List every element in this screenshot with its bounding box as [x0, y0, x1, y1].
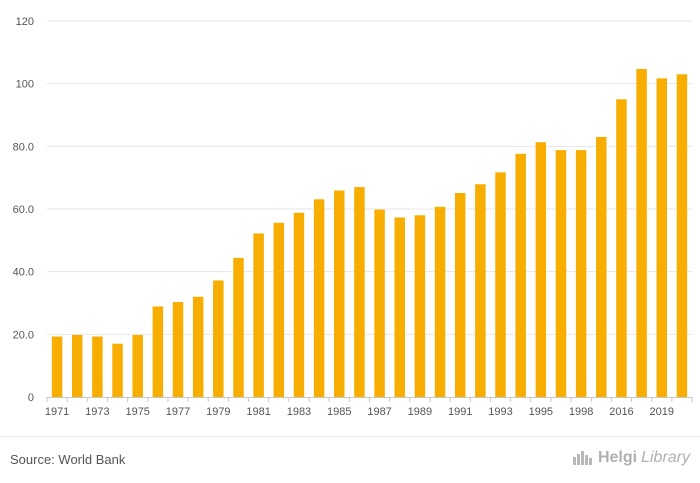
helgi-library-logo[interactable]: Helgi Library: [572, 449, 690, 467]
bar: [71, 334, 83, 397]
y-tick-label: 100: [16, 79, 34, 91]
x-tick-label: 1979: [206, 406, 230, 418]
x-tick-label: 1983: [287, 406, 311, 418]
bar: [253, 233, 264, 397]
bar: [213, 280, 224, 397]
y-tick-label: 40.0: [13, 267, 34, 279]
y-tick-label: 20.0: [13, 329, 34, 341]
bar: [293, 212, 305, 397]
bar: [616, 99, 627, 397]
bar: [92, 336, 103, 397]
brand-name-light: Library: [641, 449, 690, 466]
x-tick-label: 1973: [85, 406, 109, 418]
bar: [394, 217, 405, 397]
bar: [334, 190, 345, 397]
bar: [132, 334, 143, 397]
bar: [535, 142, 547, 397]
bar: [495, 172, 506, 397]
x-tick-label: 1987: [367, 406, 391, 418]
bar: [51, 336, 63, 397]
x-tick-label: 1971: [45, 406, 69, 418]
bar: [273, 222, 285, 397]
bar: [434, 206, 446, 397]
x-tick-label: 1989: [408, 406, 432, 418]
source-label: Source: World Bank: [10, 452, 126, 467]
x-tick-label: 1995: [529, 406, 553, 418]
bar: [596, 136, 607, 397]
bar: [192, 296, 204, 397]
y-tick-label: 80.0: [13, 141, 34, 153]
skyline-icon: [572, 451, 592, 465]
bar: [354, 187, 365, 397]
x-tick-label: 1991: [448, 406, 472, 418]
bar: [112, 343, 123, 397]
x-tick-label: 1985: [327, 406, 351, 418]
x-tick-label: 2019: [650, 406, 674, 418]
bar: [636, 68, 647, 397]
x-tick-label: 1993: [488, 406, 512, 418]
bar: [515, 153, 526, 397]
bar: [475, 184, 486, 397]
bar: [575, 150, 587, 397]
x-tick-label: 1975: [125, 406, 149, 418]
x-tick-label: 1998: [569, 406, 593, 418]
y-tick-label: 0: [28, 392, 34, 404]
bar: [374, 209, 385, 397]
y-tick-label: 120: [16, 16, 34, 28]
bar: [172, 302, 184, 397]
bar: [676, 74, 688, 398]
bar: [152, 306, 164, 397]
x-tick-label: 1977: [166, 406, 190, 418]
bar: [454, 193, 466, 397]
x-tick-label: 2016: [609, 406, 633, 418]
brand-name-bold: Helgi: [597, 449, 638, 466]
bar: [414, 215, 426, 397]
bar: [555, 150, 567, 397]
y-tick-label: 60.0: [13, 204, 34, 216]
bar: [656, 78, 668, 397]
x-tick-label: 1981: [246, 406, 270, 418]
bar: [313, 199, 325, 397]
bar: [233, 257, 244, 397]
chart-footer: Source: World Bank Helgi Library: [0, 436, 700, 483]
